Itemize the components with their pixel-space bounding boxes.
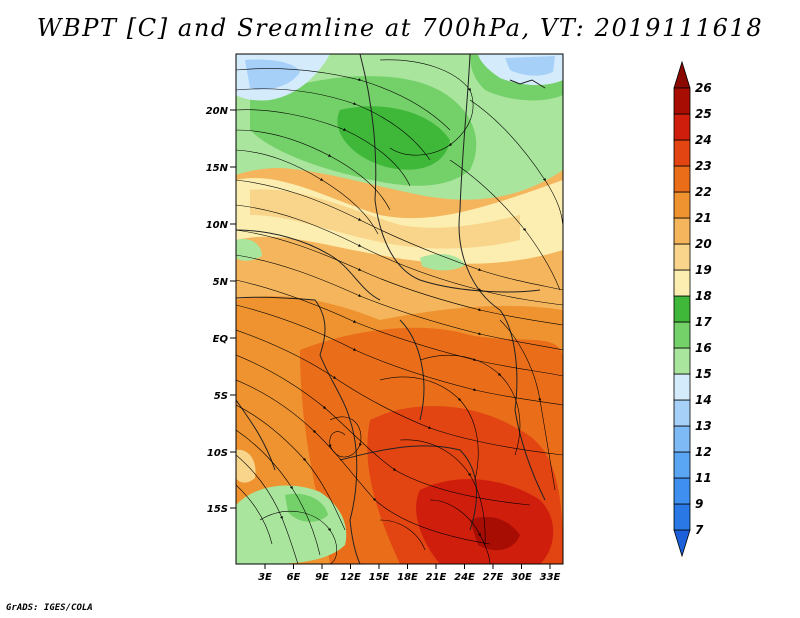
lon-tick-label: 6E xyxy=(287,572,301,583)
colorbar-label: 9 xyxy=(695,497,703,511)
colorbar-segment xyxy=(673,425,691,453)
lon-tick-label: 15E xyxy=(369,572,390,583)
longitude-axis: 3E 6E 9E 12E 15E 18E 21E 24E 27E 30E 33E xyxy=(258,564,561,583)
colorbar-segment xyxy=(673,347,691,375)
lat-tick-label: EQ xyxy=(213,334,229,345)
colorbar-segment xyxy=(673,503,691,531)
lon-tick-label: 30E xyxy=(511,572,532,583)
colorbar-label: 22 xyxy=(695,185,712,199)
lat-tick-label: 10N xyxy=(206,220,229,231)
colorbar-label: 14 xyxy=(695,393,712,407)
lon-tick-label: 24E xyxy=(454,572,475,583)
colorbar-label: 23 xyxy=(695,159,712,173)
colorbar-label: 16 xyxy=(695,341,712,355)
colorbar-segment xyxy=(673,87,691,115)
colorbar-segment xyxy=(673,477,691,505)
lon-tick-label: 12E xyxy=(340,572,361,583)
map-frame xyxy=(235,53,564,565)
lat-tick-label: 5N xyxy=(213,277,229,288)
lat-tick-label: 20N xyxy=(206,106,229,117)
lon-tick-label: 9E xyxy=(315,572,329,583)
colorbar-label: 26 xyxy=(695,81,712,95)
lon-tick-label: 18E xyxy=(397,572,418,583)
colorbar-label: 21 xyxy=(695,211,712,225)
chart-title: WBPT [C] and Sreamline at 700hPa, VT: 20… xyxy=(36,14,764,42)
colorbar-label: 24 xyxy=(695,133,712,147)
colorbar: 7 9 11 12 13 14 15 16 17 18 19 20 21 22 23 24 25 26 xyxy=(673,60,712,558)
latitude-axis: 20N 15N 10N 5N EQ 5S 10S 15S xyxy=(206,106,236,515)
colorbar-label: 25 xyxy=(695,107,712,121)
colorbar-bottom-triangle xyxy=(673,529,691,558)
colorbar-label: 19 xyxy=(695,263,712,277)
colorbar-segment xyxy=(673,399,691,427)
colorbar-segment xyxy=(673,321,691,349)
colorbar-segment xyxy=(673,295,691,323)
lat-tick-label: 10S xyxy=(207,448,228,459)
colorbar-label: 18 xyxy=(695,289,712,303)
colorbar-segment xyxy=(673,373,691,401)
colorbar-label: 12 xyxy=(695,445,712,459)
colorbar-label: 17 xyxy=(695,315,712,329)
lon-tick-label: 21E xyxy=(426,572,447,583)
colorbar-segment xyxy=(673,139,691,167)
colorbar-label: 20 xyxy=(695,237,712,251)
lat-tick-label: 15S xyxy=(207,504,228,515)
colorbar-label: 7 xyxy=(695,523,704,537)
lon-tick-label: 33E xyxy=(540,572,561,583)
colorbar-segment xyxy=(673,165,691,193)
colorbar-label: 15 xyxy=(695,367,712,381)
colorbar-segment xyxy=(673,243,691,271)
colorbar-segment xyxy=(673,269,691,297)
colorbar-segment xyxy=(673,113,691,141)
lat-tick-label: 15N xyxy=(206,163,229,174)
lon-tick-label: 27E xyxy=(483,572,504,583)
map-area xyxy=(236,54,563,564)
colorbar-label: 11 xyxy=(695,471,712,485)
grads-credit: GrADS: IGES/COLA xyxy=(6,603,93,613)
colorbar-segment xyxy=(673,217,691,245)
colorbar-label: 13 xyxy=(695,419,712,433)
colorbar-top-triangle xyxy=(673,60,691,89)
lat-tick-label: 5S xyxy=(214,391,228,402)
colorbar-segment xyxy=(673,191,691,219)
colorbar-segment xyxy=(673,451,691,479)
lon-tick-label: 3E xyxy=(258,572,272,583)
